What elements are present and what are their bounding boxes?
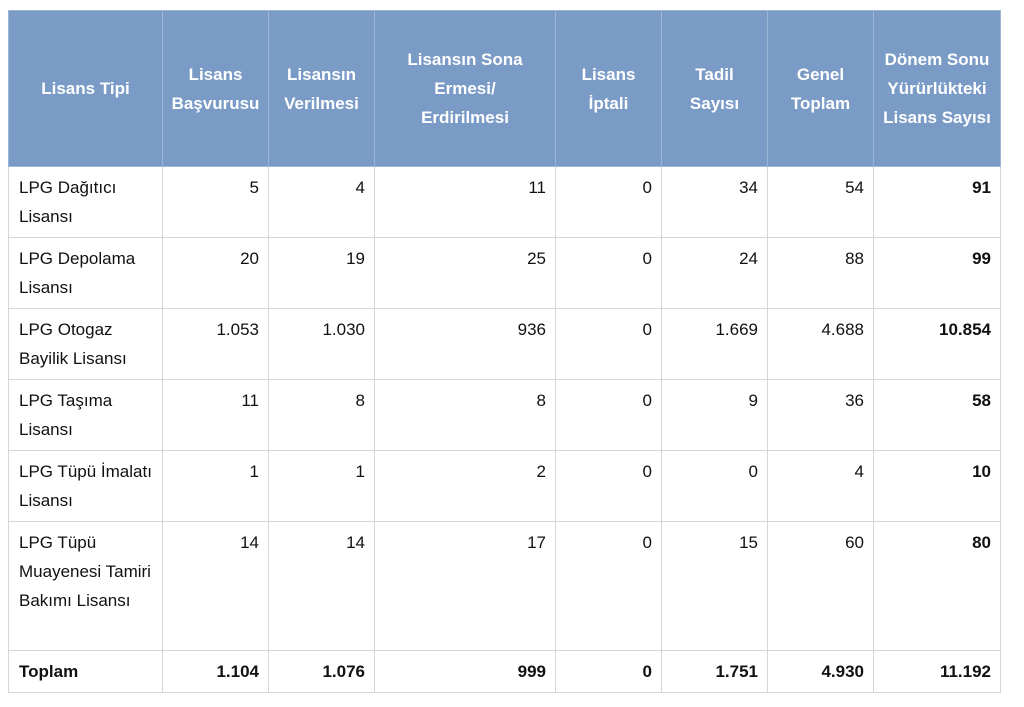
- total-sona-ermesi: 999: [374, 650, 556, 693]
- header-genel-toplam: Genel Toplam: [767, 10, 874, 167]
- row-label: LPG Tüpü İmalatı Lisansı: [8, 450, 163, 522]
- header-row: Lisans Tipi Lisans Başvurusu Lisansın Ve…: [8, 10, 1001, 167]
- table-row: LPG Taşıma Lisansı 11 8 8 0 9 36 58: [8, 379, 1001, 451]
- row-label: LPG Depolama Lisansı: [8, 237, 163, 309]
- cell-iptal: 0: [555, 450, 662, 522]
- cell-genel-toplam: 4: [767, 450, 874, 522]
- cell-sona-ermesi: 17: [374, 521, 556, 651]
- header-tadil-sayisi: Tadil Sayısı: [661, 10, 768, 167]
- row-label: LPG Taşıma Lisansı: [8, 379, 163, 451]
- total-iptal: 0: [555, 650, 662, 693]
- cell-donem-sonu: 10.854: [873, 308, 1001, 380]
- cell-iptal: 0: [555, 308, 662, 380]
- cell-tadil: 9: [661, 379, 768, 451]
- cell-tadil: 24: [661, 237, 768, 309]
- cell-sona-ermesi: 11: [374, 166, 556, 238]
- cell-verilmesi: 19: [268, 237, 375, 309]
- cell-basvuru: 20: [162, 237, 269, 309]
- cell-iptal: 0: [555, 237, 662, 309]
- cell-donem-sonu: 91: [873, 166, 1001, 238]
- cell-verilmesi: 4: [268, 166, 375, 238]
- row-label: LPG Dağıtıcı Lisansı: [8, 166, 163, 238]
- header-sona-ermesi: Lisansın Sona Ermesi/ Erdirilmesi: [374, 10, 556, 167]
- total-label: Toplam: [8, 650, 163, 693]
- table-row: LPG Tüpü İmalatı Lisansı 1 1 2 0 0 4 10: [8, 450, 1001, 522]
- cell-genel-toplam: 60: [767, 521, 874, 651]
- cell-sona-ermesi: 936: [374, 308, 556, 380]
- cell-verilmesi: 8: [268, 379, 375, 451]
- cell-verilmesi: 14: [268, 521, 375, 651]
- total-verilmesi: 1.076: [268, 650, 375, 693]
- license-table: Lisans Tipi Lisans Başvurusu Lisansın Ve…: [8, 10, 1001, 693]
- cell-genel-toplam: 4.688: [767, 308, 874, 380]
- license-table-container: Lisans Tipi Lisans Başvurusu Lisansın Ve…: [8, 10, 1001, 693]
- cell-sona-ermesi: 2: [374, 450, 556, 522]
- row-label: LPG Tüpü Muayenesi Tamiri Bakımı Lisansı: [8, 521, 163, 651]
- cell-genel-toplam: 88: [767, 237, 874, 309]
- header-lisans-iptali: Lisans İptali: [555, 10, 662, 167]
- cell-sona-ermesi: 25: [374, 237, 556, 309]
- cell-iptal: 0: [555, 166, 662, 238]
- cell-iptal: 0: [555, 379, 662, 451]
- table-row: LPG Depolama Lisansı 20 19 25 0 24 88 99: [8, 237, 1001, 309]
- cell-basvuru: 5: [162, 166, 269, 238]
- cell-verilmesi: 1.030: [268, 308, 375, 380]
- header-lisans-tipi: Lisans Tipi: [8, 10, 163, 167]
- cell-verilmesi: 1: [268, 450, 375, 522]
- cell-donem-sonu: 80: [873, 521, 1001, 651]
- cell-iptal: 0: [555, 521, 662, 651]
- cell-donem-sonu: 99: [873, 237, 1001, 309]
- cell-donem-sonu: 58: [873, 379, 1001, 451]
- cell-donem-sonu: 10: [873, 450, 1001, 522]
- total-genel-toplam: 4.930: [767, 650, 874, 693]
- total-tadil: 1.751: [661, 650, 768, 693]
- total-donem-sonu: 11.192: [873, 650, 1001, 693]
- header-donem-sonu: Dönem Sonu Yürürlükteki Lisans Sayısı: [873, 10, 1001, 167]
- header-lisansin-verilmesi: Lisansın Verilmesi: [268, 10, 375, 167]
- total-row: Toplam 1.104 1.076 999 0 1.751 4.930 11.…: [8, 650, 1001, 693]
- table-row: LPG Tüpü Muayenesi Tamiri Bakımı Lisansı…: [8, 521, 1001, 651]
- row-label: LPG Otogaz Bayilik Lisansı: [8, 308, 163, 380]
- cell-tadil: 0: [661, 450, 768, 522]
- cell-tadil: 15: [661, 521, 768, 651]
- cell-sona-ermesi: 8: [374, 379, 556, 451]
- cell-basvuru: 1: [162, 450, 269, 522]
- cell-genel-toplam: 36: [767, 379, 874, 451]
- total-basvuru: 1.104: [162, 650, 269, 693]
- cell-genel-toplam: 54: [767, 166, 874, 238]
- header-lisans-basvurusu: Lisans Başvurusu: [162, 10, 269, 167]
- cell-tadil: 34: [661, 166, 768, 238]
- cell-tadil: 1.669: [661, 308, 768, 380]
- cell-basvuru: 11: [162, 379, 269, 451]
- cell-basvuru: 1.053: [162, 308, 269, 380]
- table-row: LPG Dağıtıcı Lisansı 5 4 11 0 34 54 91: [8, 166, 1001, 238]
- table-row: LPG Otogaz Bayilik Lisansı 1.053 1.030 9…: [8, 308, 1001, 380]
- cell-basvuru: 14: [162, 521, 269, 651]
